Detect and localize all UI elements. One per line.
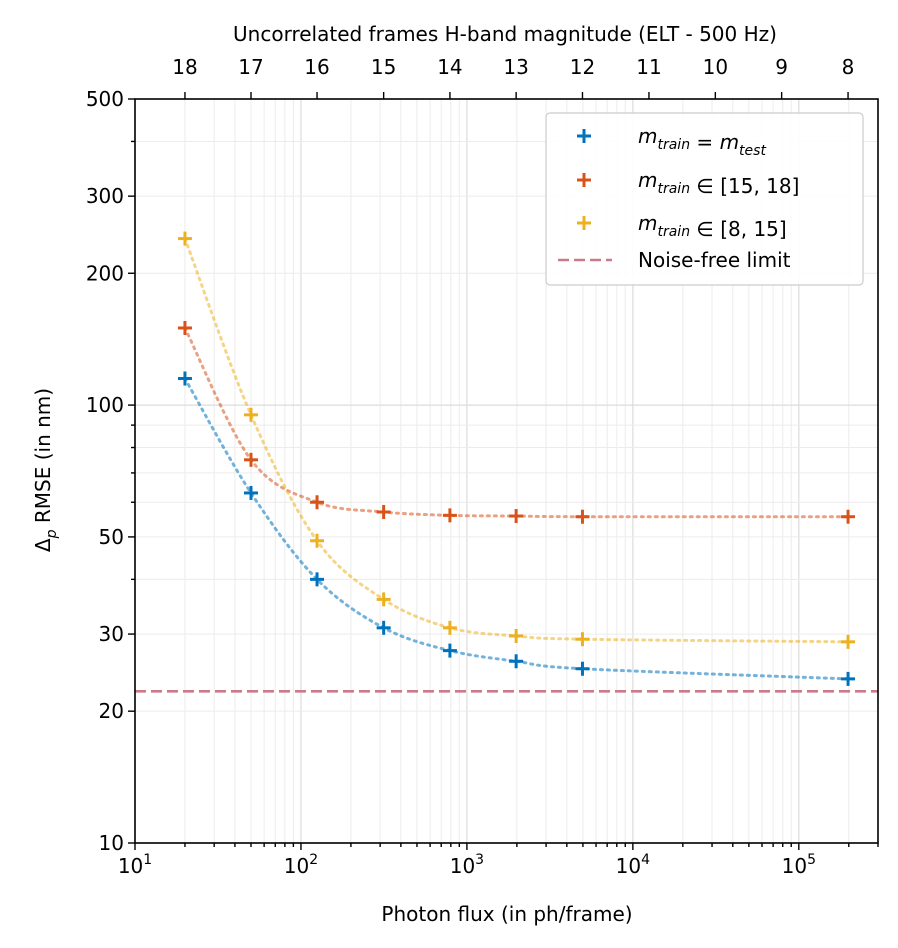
top-tick-label: 13 — [503, 55, 528, 79]
data-point — [575, 661, 590, 676]
x-axis-label: Photon flux (in ph/frame) — [381, 902, 632, 926]
top-tick-label: 12 — [570, 55, 595, 79]
x-tick-label: 101 — [118, 852, 152, 878]
data-point — [575, 509, 590, 524]
legend-box — [545, 112, 864, 286]
legend-item: mtrain ∈ [8, 15] — [577, 211, 787, 241]
x-tick-label: 105 — [782, 852, 816, 878]
data-point — [841, 509, 856, 524]
legend-items: mtrain = mtest mtrain ∈ [15, 18] mtrain ∈ … — [558, 124, 799, 272]
data-point — [243, 452, 258, 467]
data-point — [177, 320, 192, 335]
data-point — [442, 643, 457, 658]
legend-label: mtrain = mtest — [638, 124, 766, 159]
top-tick-label: 17 — [238, 55, 263, 79]
data-point — [841, 634, 856, 649]
top-tick-label: 10 — [703, 55, 728, 79]
top-tick-label: 11 — [636, 55, 661, 79]
legend-item: mtrain = mtest — [577, 124, 766, 159]
legend-label: Noise-free limit — [638, 248, 791, 272]
legend-label: mtrain ∈ [8, 15] — [638, 211, 787, 241]
y-tick-label: 20 — [99, 699, 124, 723]
data-point — [376, 592, 391, 607]
legend: mtrain = mtest mtrain ∈ [15, 18] mtrain ∈ … — [545, 112, 864, 286]
data-point — [376, 504, 391, 519]
axis-ticks — [128, 92, 879, 850]
y-tick-label: 500 — [86, 87, 124, 111]
data-point — [509, 509, 524, 524]
x-tick-label: 102 — [284, 852, 318, 878]
data-point — [509, 654, 524, 669]
plot-frame — [134, 98, 879, 844]
legend-item: mtrain ∈ [15, 18] — [577, 168, 799, 198]
x-tick-label: 104 — [616, 852, 650, 878]
top-tick-label: 8 — [842, 55, 855, 79]
y-tick-label: 100 — [86, 393, 124, 417]
data-point — [310, 572, 325, 587]
legend-item: Noise-free limit — [558, 248, 791, 272]
data-point — [310, 495, 325, 510]
series-line-0 — [183, 377, 850, 681]
y-tick-label: 200 — [86, 261, 124, 285]
data-point — [243, 407, 258, 422]
y-axis-label: Δp RMSE (in nm) — [31, 388, 60, 552]
data-point — [841, 671, 856, 686]
data-point — [575, 632, 590, 647]
data-point — [376, 620, 391, 635]
data-point — [509, 628, 524, 643]
series-markers — [177, 231, 856, 686]
data-point — [442, 620, 457, 635]
y-tick-label: 30 — [99, 622, 124, 646]
top-tick-label: 16 — [304, 55, 329, 79]
top-tick-label: 15 — [371, 55, 396, 79]
data-point — [310, 533, 325, 548]
legend-label: mtrain ∈ [15, 18] — [638, 168, 799, 198]
tick-labels: 101 102 103 104 105 10 20 30 50 100 200 300 500 18 17 1… — [86, 55, 855, 878]
x-tick-label: 103 — [450, 852, 484, 878]
y-tick-label: 50 — [99, 525, 124, 549]
y-tick-label: 10 — [99, 831, 124, 855]
y-tick-label: 300 — [86, 184, 124, 208]
top-tick-label: 14 — [437, 55, 462, 79]
data-point — [177, 231, 192, 246]
top-axis-label: Uncorrelated frames H-band magnitude (EL… — [233, 22, 777, 46]
data-point — [177, 371, 192, 386]
data-point — [243, 485, 258, 500]
top-tick-label: 18 — [172, 55, 197, 79]
data-point — [442, 508, 457, 523]
top-tick-label: 9 — [775, 55, 788, 79]
